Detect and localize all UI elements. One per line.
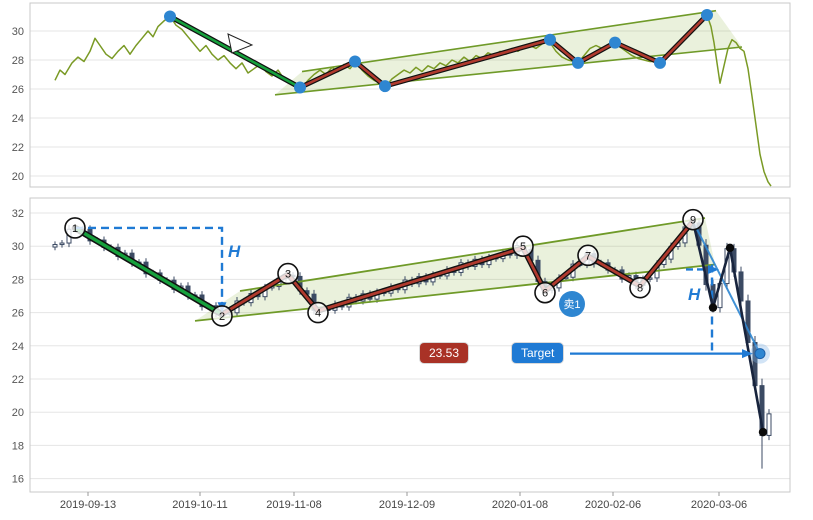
svg-text:2019-11-08: 2019-11-08 — [266, 499, 321, 511]
svg-text:2020-03-06: 2020-03-06 — [691, 499, 747, 511]
svg-text:26: 26 — [12, 308, 24, 320]
svg-text:20: 20 — [12, 171, 24, 183]
h-measure-label: H — [228, 241, 241, 261]
h-projection-label: H — [688, 285, 701, 304]
target-dot — [750, 343, 770, 364]
bottom-channel-lines — [194, 217, 716, 322]
svg-text:4: 4 — [315, 308, 321, 320]
sell-signal-marker[interactable]: 卖1 — [559, 291, 585, 318]
svg-text:24: 24 — [12, 113, 24, 125]
bottom-plot-border — [29, 197, 791, 493]
svg-text:30: 30 — [12, 26, 24, 38]
svg-text:32: 32 — [12, 208, 24, 220]
svg-text:2019-09-13: 2019-09-13 — [60, 499, 116, 511]
svg-text:3: 3 — [285, 269, 291, 281]
peak-to-target-line — [692, 220, 761, 355]
top-plot-border — [29, 2, 791, 188]
svg-text:2020-02-06: 2020-02-06 — [585, 499, 641, 511]
svg-text:9: 9 — [690, 215, 696, 227]
bottom-zigzag-down-wave — [71, 224, 226, 318]
svg-text:22: 22 — [12, 142, 24, 154]
svg-text:28: 28 — [12, 55, 24, 67]
svg-text:8: 8 — [637, 283, 643, 295]
target-arrow — [570, 349, 753, 359]
svg-text:18: 18 — [12, 440, 24, 452]
svg-text:26: 26 — [12, 84, 24, 96]
svg-text:5: 5 — [520, 241, 526, 253]
svg-text:22: 22 — [12, 374, 24, 386]
svg-text:30: 30 — [12, 241, 24, 253]
target-label-badge[interactable]: Target — [512, 342, 564, 363]
overview-chart-panel[interactable]: 30 28 26 24 22 20 — [0, 0, 813, 192]
down-wave-dots — [708, 243, 768, 437]
down-wave-line — [691, 221, 765, 433]
target-price-badge[interactable]: 23.53 — [420, 342, 469, 363]
top-zigzag-up-wave — [297, 12, 710, 90]
top-grid — [30, 30, 790, 177]
top-triangle-handle — [227, 33, 254, 54]
bottom-x-axis-labels: 2019-09-13 2019-10-11 2019-11-08 2019-12-09… — [60, 492, 747, 511]
top-pivot-dots — [164, 9, 713, 94]
svg-text:7: 7 — [585, 250, 591, 262]
svg-text:2020-01-08: 2020-01-08 — [492, 499, 548, 511]
svg-text:16: 16 — [12, 474, 24, 486]
svg-text:28: 28 — [12, 274, 24, 286]
bottom-y-axis-labels: 32 30 28 26 24 22 20 18 16 — [12, 208, 24, 486]
svg-text:2019-10-11: 2019-10-11 — [172, 499, 227, 511]
svg-text:6: 6 — [542, 288, 548, 300]
svg-text:2019-12-09: 2019-12-09 — [379, 499, 435, 511]
top-y-axis-labels: 30 28 26 24 22 20 — [12, 26, 24, 183]
svg-text:1: 1 — [72, 223, 78, 235]
svg-text:24: 24 — [12, 341, 24, 353]
svg-text:2: 2 — [219, 311, 225, 323]
wave-number-circles: 1 2 3 4 5 6 7 8 9 — [64, 208, 704, 327]
svg-text:20: 20 — [12, 407, 24, 419]
